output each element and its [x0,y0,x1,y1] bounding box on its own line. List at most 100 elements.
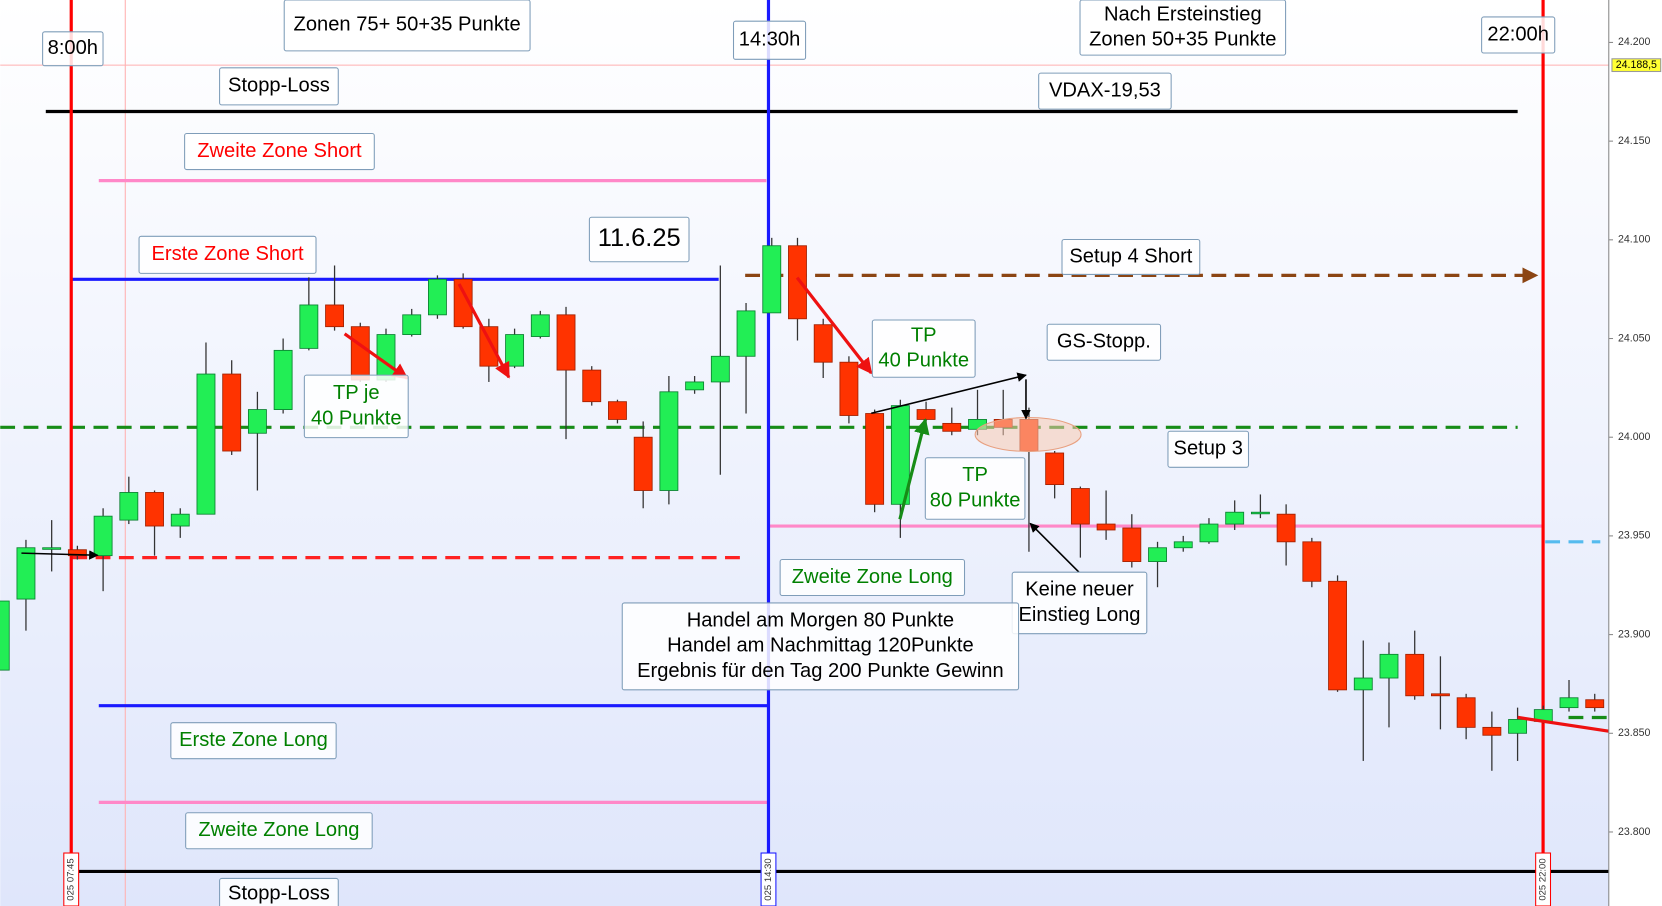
candle-body [93,515,113,557]
time-marker-label: 025 14:30 [763,858,774,900]
annotation-text: 14:30h [739,29,801,51]
annotation-box [184,132,375,171]
time-markers: 025 07:45 025 14:30 025 22:00 [63,0,1552,906]
y-tick-label: 24.000 [1618,431,1650,443]
candle-body [1302,541,1322,582]
annotation-text: Zweite Zone Long [198,819,359,841]
arrow [343,332,409,380]
annotation-text: TP je [333,382,380,404]
candle-body [942,422,962,432]
candle-body [273,349,293,410]
candle-body [685,381,705,391]
annotation-box [138,235,317,274]
candle-body [0,600,10,671]
annotation-box [42,31,104,67]
candle-body [608,401,627,420]
candle-body [119,492,139,521]
annotation-text: Setup 4 Short [1069,245,1192,267]
y-tick-label: 24.100 [1618,234,1650,246]
levels [0,64,1609,874]
annotation-box [779,558,966,597]
annotation-text: Nach Ersteinstieg [1104,3,1262,25]
time-marker-label: 025 07:45 [66,858,77,900]
y-tick-label: 23.900 [1618,628,1650,640]
arrow [871,372,1027,415]
candle-body [633,436,653,491]
candle-body [1585,699,1605,709]
candle-body [247,409,267,434]
annotation-box [621,602,1020,691]
candle-body [659,391,679,491]
candle-body [1405,653,1425,697]
annotation-box [871,319,976,378]
candle-body [1045,452,1065,486]
candle-body [145,492,164,527]
annotation-text: 80 Punkte [930,489,1021,511]
arrow [21,550,99,560]
candle-body [1148,547,1167,562]
trend-line [1517,715,1610,733]
annotation-text: Stopp-Loss [228,75,330,97]
candle-body [402,314,422,335]
annotation-text: Erste Zone Long [179,729,328,751]
annotation-text: GS-Stopp. [1057,331,1151,353]
annotation-text: Handel am Morgen 80 Punkte [687,610,954,632]
arrow [795,276,873,375]
candle-body [1173,541,1193,549]
annotation-text: Zweite Zone Long [792,566,953,588]
annotation-text: Erste Zone Short [151,243,304,265]
candle-body [16,547,36,600]
candle-body [813,324,833,363]
axis-panel [1608,0,1662,906]
annotation-box [1167,430,1250,468]
y-tick-label: 24.050 [1618,332,1650,344]
candle-body [453,278,473,328]
annotation-box [170,722,337,760]
candle-body [916,409,936,420]
candle-body [1353,677,1373,691]
candle-body [299,304,319,349]
annotation-text: Setup 3 [1174,438,1243,460]
annotation-box [1079,0,1287,56]
annotation-box [283,0,531,52]
candle-body [222,373,242,452]
candle-body [1276,513,1296,543]
annotation-text: 11.6.25 [598,224,681,252]
annotation-text: VDAX-19,53 [1049,79,1161,101]
y-tick-label: 23.950 [1618,530,1650,542]
annotations: 8:00h Zonen 75+ 50+35 Punkte 14:30h Nach Er… [42,0,1556,906]
annotation-text: 22:00h [1487,23,1549,45]
candle-body [325,304,344,328]
arrow [1029,522,1080,573]
arrow [457,283,511,379]
candle-body [505,334,525,367]
candle-body [762,245,782,314]
candle-body [350,326,370,381]
annotation-box [303,374,409,439]
candle-body [865,413,885,505]
candle-body [1559,697,1579,709]
candle-body [1199,523,1219,543]
candle-body [42,547,62,550]
annotation-text: TP [962,464,988,486]
time-marker-box [760,852,777,906]
annotation-text: Handel am Nachmittag 120Punkte [667,635,974,657]
candle-body [428,278,447,316]
annotation-box [588,216,690,263]
annotation-box [732,20,807,60]
time-marker-label: 025 22:00 [1538,858,1549,900]
annotation-box [219,877,339,906]
arrow [898,418,930,520]
annotation-text: Zweite Zone Short [197,140,362,162]
annotation-box [1046,323,1162,361]
candle-body [1328,580,1347,691]
time-marker-box [1535,852,1552,906]
candle-body [788,245,807,320]
annotation-text: Ergebnis für den Tag 200 Punkte Gewinn [637,660,1004,682]
annotation-text: Zonen 75+ 50+35 Punkte [294,14,521,36]
y-tick-label: 24.150 [1618,135,1650,147]
annotation-text: Einstieg Long [1019,604,1141,626]
candle-body [710,355,730,383]
